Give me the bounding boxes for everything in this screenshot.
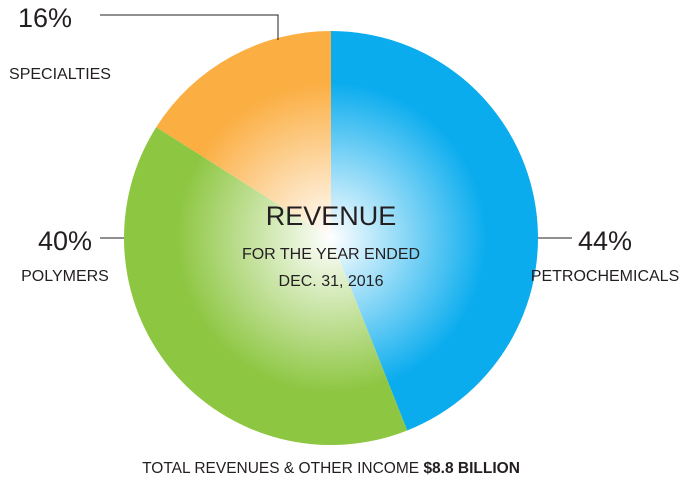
chart-subtitle: FOR THE YEAR ENDED	[242, 246, 420, 263]
slice-percent: 44%	[578, 226, 632, 256]
slice-label: PETROCHEMICALS	[531, 268, 679, 285]
leader-line	[100, 14, 279, 40]
slice-percent: 16%	[18, 3, 72, 33]
chart-title: REVENUE	[266, 201, 397, 231]
footer-text: TOTAL REVENUES & OTHER INCOME	[142, 460, 419, 477]
slice-label: POLYMERS	[21, 268, 109, 285]
chart-subtitle: DEC. 31, 2016	[279, 273, 384, 290]
slice-label: SPECIALTIES	[9, 66, 111, 83]
slice	[331, 31, 539, 431]
slice	[123, 127, 408, 445]
footer-emphasis: $8.8 BILLION	[423, 460, 519, 477]
slice-percent: 40%	[38, 226, 92, 256]
footer: TOTAL REVENUES & OTHER INCOME $8.8 BILLI…	[142, 460, 520, 477]
pie	[123, 31, 539, 445]
slice	[156, 31, 331, 238]
